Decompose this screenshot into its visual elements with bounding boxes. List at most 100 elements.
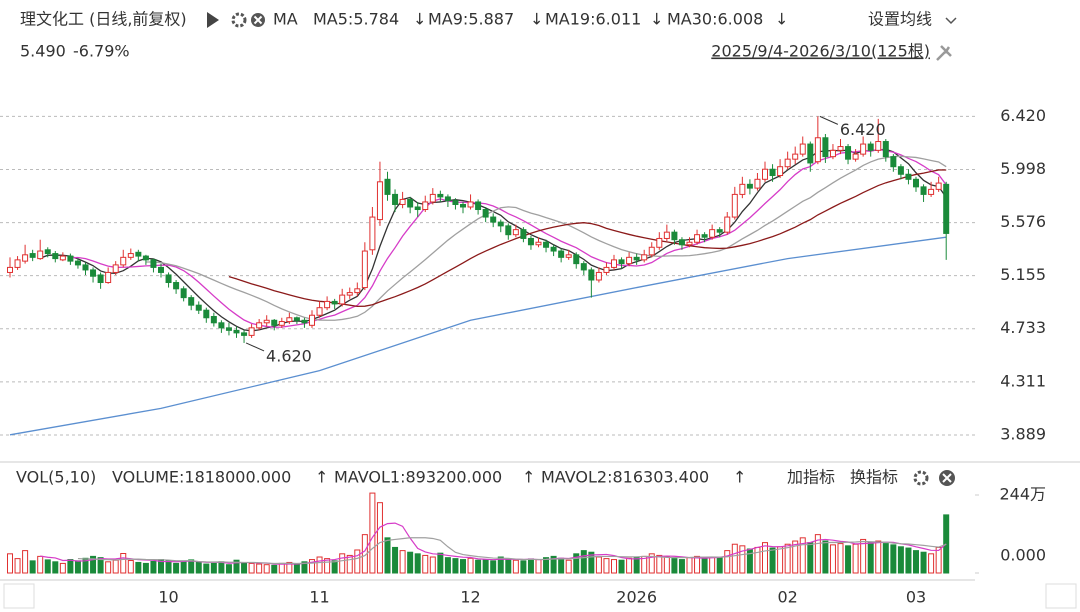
volume-bar: [82, 557, 89, 574]
volume-bar: [694, 555, 701, 574]
swap-indicator[interactable]: 换指标: [850, 468, 898, 487]
ma-line: [70, 148, 947, 328]
candle-body: [59, 255, 66, 261]
candle-body: [429, 193, 436, 203]
volume-bar: [935, 546, 942, 574]
close-cross: [253, 15, 263, 25]
pin-icon[interactable]: [936, 45, 952, 61]
ma-trend: ↓: [650, 10, 663, 29]
volume-bar: [14, 558, 21, 574]
volume-bar: [59, 562, 66, 574]
volume-bar: [882, 543, 889, 574]
candle-body: [762, 168, 768, 180]
volume-bar: [920, 551, 927, 574]
volume-bar: [241, 562, 248, 574]
x-tick-label: 03: [906, 588, 926, 607]
candle-body: [497, 221, 504, 227]
volume-bar: [105, 561, 112, 574]
volume-bar: [678, 559, 685, 574]
candle-body: [173, 282, 180, 290]
settings-icon[interactable]: [231, 12, 247, 28]
volume-bar: [422, 554, 429, 574]
volume-bar: [709, 556, 716, 574]
volume-bar: [286, 561, 293, 574]
candle-body: [293, 317, 300, 321]
volume-bar: [822, 540, 829, 574]
candle-body: [444, 196, 451, 202]
candle-body: [890, 156, 897, 168]
play-icon[interactable]: [207, 12, 219, 28]
volume-bar: [407, 551, 414, 574]
candle-body: [565, 254, 572, 258]
ma-settings[interactable]: 设置均线: [868, 10, 932, 29]
volume-bar: [67, 559, 74, 574]
volume-bar: [173, 562, 180, 574]
candle-body: [550, 246, 557, 252]
volume-bar: [512, 559, 519, 574]
ma-trend: ↓: [775, 10, 788, 29]
candle-body: [422, 201, 429, 211]
volume-bar: [716, 557, 723, 574]
candle-body: [324, 300, 331, 309]
candle-body: [573, 254, 580, 265]
candle-body: [210, 316, 217, 324]
x-tick-label: 11: [309, 588, 329, 607]
price-change: -6.79%: [73, 42, 130, 61]
volume-bar: [520, 560, 527, 574]
vol-trend: ↑: [315, 468, 328, 487]
candle-body: [180, 288, 187, 299]
candle-body: [195, 304, 202, 311]
candle-body: [807, 143, 814, 164]
candle-body: [97, 274, 104, 284]
candle-body: [14, 259, 21, 268]
volume-bar: [799, 537, 806, 574]
volume-bar: [573, 553, 580, 574]
volume-bar: [150, 560, 157, 574]
candle-body: [286, 317, 293, 323]
x-tick-label: 2026: [616, 588, 657, 607]
candle-body: [127, 253, 134, 258]
candle-body: [746, 183, 753, 189]
volume-bar: [475, 559, 482, 574]
volume-bar: [165, 560, 172, 574]
candle-body: [354, 288, 361, 294]
candle-body: [241, 332, 248, 336]
volume-bar: [22, 550, 29, 574]
volume-bar: [754, 546, 761, 574]
chevron[interactable]: [945, 17, 957, 25]
ma-line: [228, 169, 947, 308]
vol-settings-icon[interactable]: [913, 470, 929, 486]
mavol-trend: ↑: [522, 468, 535, 487]
candle-body: [392, 193, 399, 205]
candle-body: [731, 193, 738, 218]
candle-body: [407, 198, 414, 208]
candle-body: [467, 201, 474, 208]
volume-bar: [293, 563, 300, 574]
scroll-right[interactable]: [1045, 583, 1077, 609]
vol-value: VOLUME:1818000.000: [112, 468, 291, 487]
volume-bar: [142, 562, 149, 574]
volume-bar: [316, 556, 323, 574]
volume-bar: [648, 553, 655, 574]
add-indicator[interactable]: 加指标: [787, 468, 835, 487]
volume-bar: [746, 548, 753, 574]
candle-body: [535, 241, 542, 246]
mavol-legend: MAVOL2:816303.400: [541, 468, 709, 487]
scroll-left[interactable]: [3, 583, 35, 609]
volume-bar: [527, 558, 534, 574]
volume-bar: [384, 537, 391, 574]
ma-legend: MA30:6.008: [667, 10, 763, 29]
volume-bar: [724, 550, 731, 574]
candle-body: [74, 260, 81, 266]
candle-body: [694, 234, 701, 243]
volume-bar: [37, 555, 44, 574]
candle-body: [595, 271, 602, 281]
mavol-legend: MAVOL1:893200.000: [334, 468, 502, 487]
candle-body: [165, 274, 172, 284]
candle-body: [769, 168, 776, 177]
volume-bar: [731, 543, 738, 574]
candle-body: [928, 188, 935, 195]
candle-body: [316, 307, 323, 316]
candle-body: [588, 269, 595, 281]
